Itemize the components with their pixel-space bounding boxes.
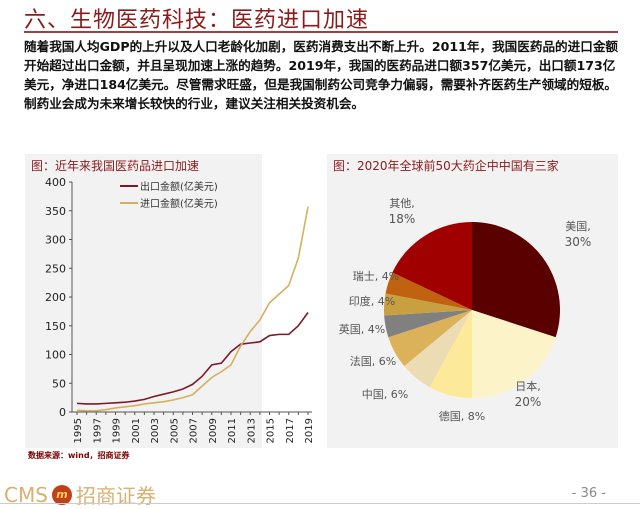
slice-value: 4% (378, 295, 395, 308)
y-tick-label: 300 (45, 234, 66, 247)
pie-chart-title: 图：2020年全球前50大药企中中国有三家 (333, 159, 559, 173)
slice-label: 英国, 4% (339, 322, 385, 336)
slice-value: 18% (389, 212, 416, 226)
slice-name: 印度, (349, 294, 378, 308)
pie-slice-8 (392, 222, 472, 310)
pie-slice-7 (385, 272, 472, 310)
x-tick-label: 2003 (150, 418, 161, 443)
logo-text: CMS (4, 482, 48, 507)
x-tick-label: 2011 (227, 418, 238, 443)
y-tick-label: 200 (45, 291, 66, 304)
company-logo: CMS m 招商证券 (4, 480, 156, 509)
y-tick-label: 250 (45, 262, 66, 275)
slice-label: 中国, 6% (362, 388, 408, 401)
x-tick-label: 2001 (131, 418, 142, 443)
slice-value: 6% (379, 355, 396, 368)
pie-slice-4 (388, 310, 472, 367)
series-line-0 (76, 312, 309, 405)
slice-name: 德国, (439, 409, 468, 423)
x-tick-label: 1995 (73, 418, 84, 443)
slice-label: 美国, (565, 220, 591, 233)
logo-icon: m (51, 484, 72, 505)
legend-label: 出口金额(亿美元) (140, 180, 218, 193)
title-divider (24, 31, 618, 33)
logo-cn: 招商证券 (75, 484, 156, 508)
slice-label: 日本, (515, 379, 541, 393)
x-tick-label: 2009 (208, 418, 219, 443)
y-tick-label: 350 (45, 205, 66, 218)
x-tick-label: 2017 (285, 418, 296, 443)
x-tick-label: 1999 (112, 418, 123, 443)
slice-label: 印度, 4% (349, 294, 395, 308)
slice-name: 瑞士, (353, 269, 382, 283)
line-chart-title: 图：近年来我国医药品进口加速 (31, 159, 200, 173)
x-tick-label: 2005 (169, 418, 180, 443)
slice-label: 德国, 8% (439, 409, 485, 423)
x-tick-label: 1997 (92, 418, 103, 443)
pie-slice-6 (384, 293, 472, 316)
x-tick-label: 2007 (189, 418, 200, 443)
body-text: 随着我国人均GDP的上升以及人口老龄化加剧，医药消费支出不断上升。2011年，我… (24, 39, 619, 111)
x-tick-label: 2015 (266, 418, 277, 443)
pie-slice-0 (472, 221, 561, 338)
slice-name: 英国, (339, 322, 368, 336)
y-tick-label: 400 (45, 176, 66, 189)
x-tick-label: 2013 (246, 418, 257, 443)
data-source: 数据来源：wind，招商证券 (28, 451, 130, 460)
slice-value: 4% (368, 323, 385, 336)
page-title: 六、生物医药科技：医药进口加速 (24, 8, 370, 33)
pie-slice-2 (429, 310, 472, 398)
slice-value: 8% (468, 410, 485, 423)
pie-slice-1 (472, 310, 556, 398)
slice-value: 20% (515, 395, 542, 409)
series-line-1 (76, 206, 309, 412)
slice-label: 其他, (389, 197, 415, 210)
page-number: - 36 - (571, 486, 606, 501)
x-tick-label: 2019 (304, 418, 315, 443)
legend-label: 进口金额(亿美元) (140, 197, 218, 210)
y-tick-label: 150 (45, 320, 66, 333)
y-tick-label: 100 (45, 349, 66, 362)
slice-name: 中国, (362, 388, 391, 401)
y-tick-label: 0 (59, 406, 66, 419)
pie-slice-5 (384, 310, 472, 338)
slice-name: 法国, (350, 354, 379, 368)
slice-label: 瑞士, 4% (353, 269, 399, 283)
footer-divider (0, 503, 640, 504)
slice-value: 30% (565, 235, 592, 249)
slice-label: 法国, 6% (350, 354, 396, 368)
y-tick-label: 50 (52, 377, 66, 390)
pie-slice-3 (404, 310, 472, 388)
slice-value: 6% (391, 388, 408, 401)
